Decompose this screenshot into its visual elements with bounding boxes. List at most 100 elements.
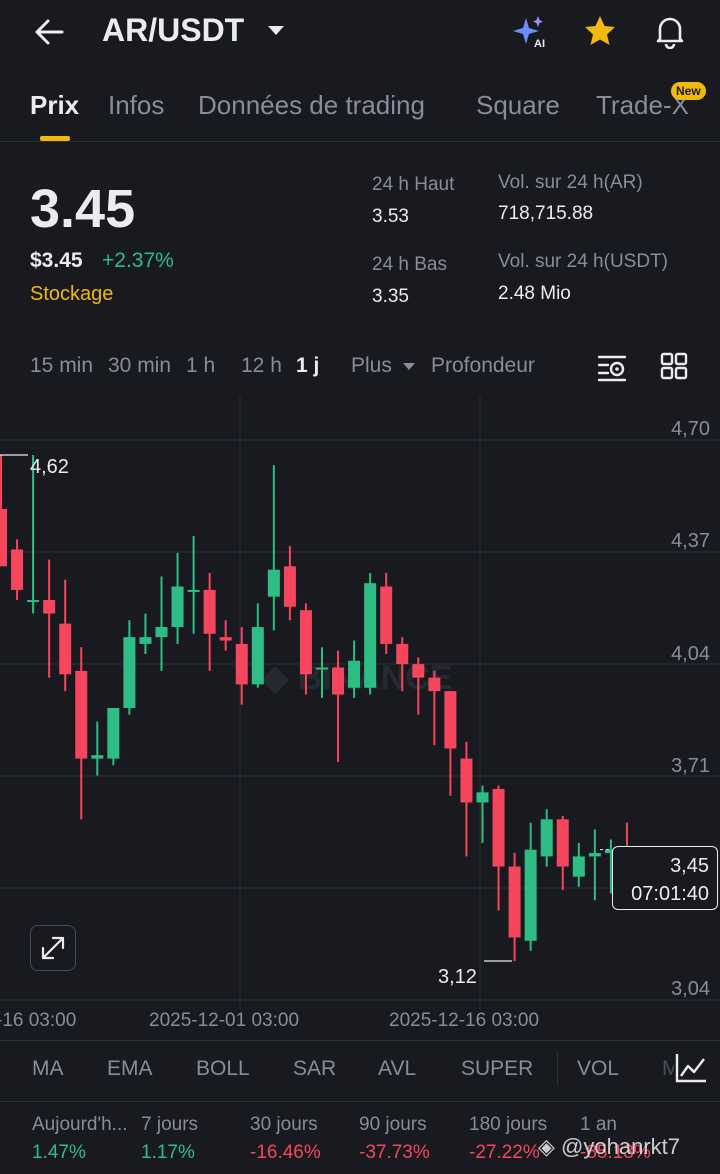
caret-down-icon[interactable] xyxy=(266,24,286,38)
candle-body xyxy=(524,849,537,941)
candle xyxy=(604,839,617,894)
candle-body xyxy=(460,758,473,803)
tab-square[interactable]: Square xyxy=(476,90,560,120)
vol-usdt-value: 2.48 Mio xyxy=(498,283,571,304)
tab-prix[interactable]: Prix xyxy=(30,90,80,120)
tf-1h[interactable]: 1 h xyxy=(186,354,216,377)
candle-body xyxy=(251,627,264,685)
new-badge: New xyxy=(671,82,706,100)
pair-title[interactable]: AR/USDT xyxy=(102,12,245,48)
candle-body xyxy=(428,677,441,692)
tf-15min[interactable]: 15 min xyxy=(30,354,94,377)
tf-depth[interactable]: Profondeur xyxy=(431,354,535,377)
candlestick-chart[interactable]: ◆ BINANCE xyxy=(0,397,720,1037)
candle xyxy=(75,647,88,820)
watermark-text: @yohanrkt7 xyxy=(561,1134,680,1159)
candle xyxy=(219,620,232,651)
perf-value-90d: -37.73% xyxy=(359,1142,430,1163)
tf-more[interactable]: Plus xyxy=(351,354,392,377)
candle xyxy=(43,559,56,678)
candle xyxy=(267,465,280,631)
candle-body xyxy=(604,849,617,854)
perf-label-7d: 7 jours xyxy=(141,1114,199,1135)
high-value: 3.53 xyxy=(372,206,409,227)
indicator-avl[interactable]: AVL xyxy=(378,1057,417,1080)
candle-body xyxy=(91,755,104,759)
candle xyxy=(187,535,200,634)
tf-1d[interactable]: 1 j xyxy=(296,354,320,377)
category-tag[interactable]: Stockage xyxy=(30,283,114,305)
candle xyxy=(508,853,521,962)
candle-body xyxy=(492,788,505,867)
tf-12h[interactable]: 12 h xyxy=(241,354,282,377)
candle xyxy=(348,640,361,698)
candle xyxy=(123,620,136,715)
candle xyxy=(299,603,312,695)
y-tick: 3,04 xyxy=(671,978,710,1000)
bell-icon[interactable] xyxy=(652,13,688,49)
candle-body xyxy=(348,660,361,688)
candle-body xyxy=(364,583,377,688)
candle-body xyxy=(27,600,40,603)
perf-label-1y: 1 an xyxy=(580,1114,617,1135)
candle xyxy=(380,573,393,655)
candle-body xyxy=(556,819,569,867)
perf-value-7d: 1.17% xyxy=(141,1142,195,1163)
candle-countdown: 07:01:40 xyxy=(631,883,709,905)
indicator-sar[interactable]: SAR xyxy=(293,1057,337,1080)
candle-body xyxy=(476,792,489,803)
indicator-bar xyxy=(0,1040,720,1102)
candle xyxy=(59,579,72,692)
perf-value-180d: -27.22% xyxy=(469,1142,540,1163)
indicator-ema[interactable]: EMA xyxy=(107,1057,153,1080)
favorite-star-icon[interactable] xyxy=(582,14,618,48)
candle xyxy=(556,815,569,891)
candle-body xyxy=(588,853,601,857)
svg-text:AI: AI xyxy=(534,38,545,50)
candle xyxy=(11,539,24,601)
more-caret-icon[interactable] xyxy=(402,362,416,372)
expand-icon xyxy=(41,936,65,960)
candle-body xyxy=(107,708,120,759)
x-tick: -16 03:00 xyxy=(0,1010,77,1031)
indicator-divider xyxy=(557,1052,558,1086)
candle-body xyxy=(59,623,72,675)
candle xyxy=(364,573,377,695)
current-price-value: 3,45 xyxy=(670,855,709,877)
indicator-ma[interactable]: MA xyxy=(32,1057,64,1080)
arrow-left-icon[interactable] xyxy=(32,16,68,48)
x-tick: 2025-12-01 03:00 xyxy=(149,1010,300,1031)
usd-price: $3.45 xyxy=(30,249,83,272)
candle xyxy=(171,552,184,644)
indicator-super[interactable]: SUPER xyxy=(461,1057,534,1080)
perf-value-1y: -85.13% xyxy=(580,1142,651,1163)
vol-ar-value: 718,715.88 xyxy=(498,203,594,224)
fullscreen-button[interactable] xyxy=(30,925,76,971)
watermark-logo-icon: ◈ xyxy=(538,1134,555,1159)
current-price-tag[interactable]: 3,45 07:01:40 xyxy=(612,846,718,910)
perf-label-90d: 90 jours xyxy=(359,1114,427,1135)
chart-settings-icon[interactable] xyxy=(596,352,628,382)
watermark: ◈ @yohanrkt7 xyxy=(538,1134,680,1160)
candle-body xyxy=(380,586,393,644)
high-label: 24 h Haut xyxy=(372,174,455,195)
indicator-vol[interactable]: VOL xyxy=(577,1057,620,1080)
ai-sparkle-icon[interactable]: AI xyxy=(510,14,550,50)
active-tab-indicator xyxy=(40,136,70,141)
indicator-chart-icon[interactable] xyxy=(674,1052,708,1084)
candle xyxy=(251,603,264,688)
candle-body xyxy=(123,637,136,708)
vol-usdt-label: Vol. sur 24 h(USDT) xyxy=(498,251,668,272)
tab-trading-data[interactable]: Données de trading xyxy=(198,90,425,120)
candle-body xyxy=(43,600,56,614)
candle xyxy=(524,822,537,951)
tab-infos[interactable]: Infos xyxy=(108,90,165,120)
vol-ar-label: Vol. sur 24 h(AR) xyxy=(498,172,643,193)
tf-30min[interactable]: 30 min xyxy=(108,354,172,377)
tab-bar: Prix Infos Données de trading Square Tra… xyxy=(0,76,720,142)
candle xyxy=(27,454,40,614)
indicator-boll[interactable]: BOLL xyxy=(196,1057,250,1080)
top-bar: AR/USDT AI xyxy=(0,0,720,66)
grid-layout-icon[interactable] xyxy=(660,352,688,380)
candle xyxy=(396,637,409,692)
